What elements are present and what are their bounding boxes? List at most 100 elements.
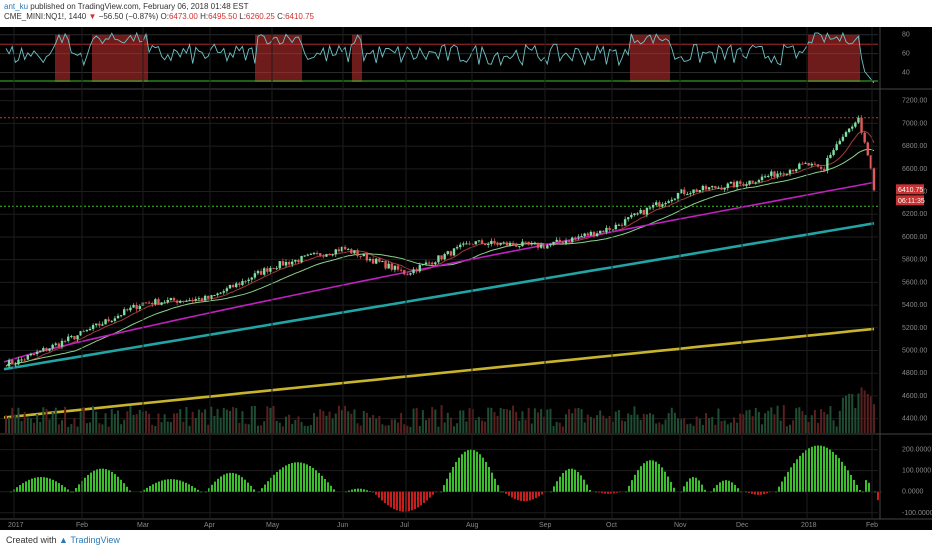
volume-bar: [322, 410, 325, 433]
macd-bar: [664, 471, 666, 492]
volume-bar: [29, 418, 32, 433]
volume-bar: [555, 421, 558, 433]
volume-bar: [275, 420, 278, 433]
volume-bar: [471, 409, 474, 433]
price-tick-label: 4400.00: [902, 416, 927, 423]
volume-bar: [748, 409, 751, 433]
macd-bar: [601, 491, 603, 494]
volume-bar: [148, 413, 151, 433]
candle-body: [70, 336, 73, 338]
volume-bar: [397, 422, 399, 433]
candle-body: [835, 144, 838, 151]
volume-bar: [580, 409, 583, 433]
x-tick-label: Jul: [400, 522, 409, 529]
close-label: C:: [277, 12, 286, 21]
candle-body: [760, 176, 764, 181]
volume-bar: [801, 411, 804, 433]
candle-body: [770, 171, 773, 176]
price-tick-label: 5600.00: [902, 279, 927, 286]
volume-bar: [92, 406, 95, 433]
macd-bar: [22, 483, 24, 492]
volume-bar: [630, 414, 633, 433]
volume-bar: [841, 397, 844, 433]
high-label: H:: [200, 12, 209, 21]
macd-bar: [378, 491, 380, 498]
candle-body: [138, 305, 141, 310]
volume-bar: [854, 407, 857, 433]
macd-bar: [235, 473, 237, 492]
volume-bar: [113, 413, 116, 433]
candle-body: [32, 353, 36, 355]
volume-bar: [204, 409, 207, 433]
volume-bar: [378, 416, 381, 433]
macd-bar: [766, 491, 768, 494]
macd-bar: [360, 488, 362, 492]
macd-bar: [90, 472, 92, 492]
volume-bar: [720, 420, 723, 433]
tradingview-link[interactable]: TradingView: [70, 535, 120, 545]
macd-bar: [680, 491, 682, 493]
volume-bar: [365, 412, 368, 433]
volume-bar: [101, 424, 104, 433]
candle-body: [567, 240, 571, 242]
candle-body: [785, 173, 789, 175]
candle-body: [129, 307, 132, 311]
volume-bar: [723, 420, 726, 433]
macd-bar: [631, 480, 633, 492]
volume-bar: [826, 414, 829, 433]
volume-bar: [306, 426, 309, 433]
volume-bar: [789, 424, 791, 433]
rsi-pane: [0, 31, 878, 84]
macd-bar: [357, 488, 359, 492]
candle-body: [185, 300, 188, 302]
macd-bar: [155, 482, 157, 492]
candle-body: [527, 241, 530, 245]
macd-bar: [61, 485, 63, 492]
candle-body: [191, 300, 194, 302]
candle-body: [788, 169, 792, 174]
macd-bar: [500, 491, 502, 493]
volume-bar: [117, 410, 119, 433]
author-link[interactable]: ant_ku: [4, 2, 29, 11]
price-tick-label: 6200.00: [902, 211, 927, 218]
macd-bar: [613, 491, 615, 494]
volume-bar: [764, 413, 767, 433]
candle-body: [717, 187, 720, 189]
macd-bar: [197, 489, 199, 492]
rsi-tick-label: 60: [902, 51, 910, 58]
macd-bar: [757, 491, 759, 495]
volume-bar: [524, 419, 527, 433]
macd-bar: [238, 475, 240, 492]
chart-header: ant_ku published on TradingView.com, Feb…: [0, 0, 932, 27]
macd-bar: [40, 477, 42, 492]
candle-body: [735, 181, 739, 188]
volume-bar: [608, 416, 611, 433]
candle-body: [795, 169, 798, 172]
macd-bar: [695, 477, 697, 492]
macd-bar: [476, 451, 478, 492]
macd-bar: [556, 481, 558, 492]
price-tick-label: 5800.00: [902, 257, 927, 264]
macd-bar: [583, 479, 585, 492]
volume-bar: [169, 422, 172, 433]
volume-bar: [104, 413, 107, 433]
macd-bar: [49, 478, 51, 492]
macd-bar: [574, 469, 576, 492]
candle-body: [275, 268, 278, 270]
macd-bar: [610, 491, 612, 494]
volume-bar: [792, 420, 795, 433]
volume-bar: [216, 408, 219, 433]
candle-body: [14, 364, 17, 366]
macd-bar: [811, 446, 813, 492]
macd-bar: [763, 491, 765, 495]
close-value: 6410.75: [285, 12, 314, 21]
sma-500-line: [3, 327, 875, 419]
macd-bar: [862, 491, 864, 493]
macd-bar: [123, 483, 125, 492]
macd-bar: [351, 489, 353, 492]
candle-body: [390, 263, 393, 270]
change-arrow: ▼: [88, 12, 97, 21]
candle-body: [166, 300, 169, 303]
candle-body: [679, 189, 683, 193]
